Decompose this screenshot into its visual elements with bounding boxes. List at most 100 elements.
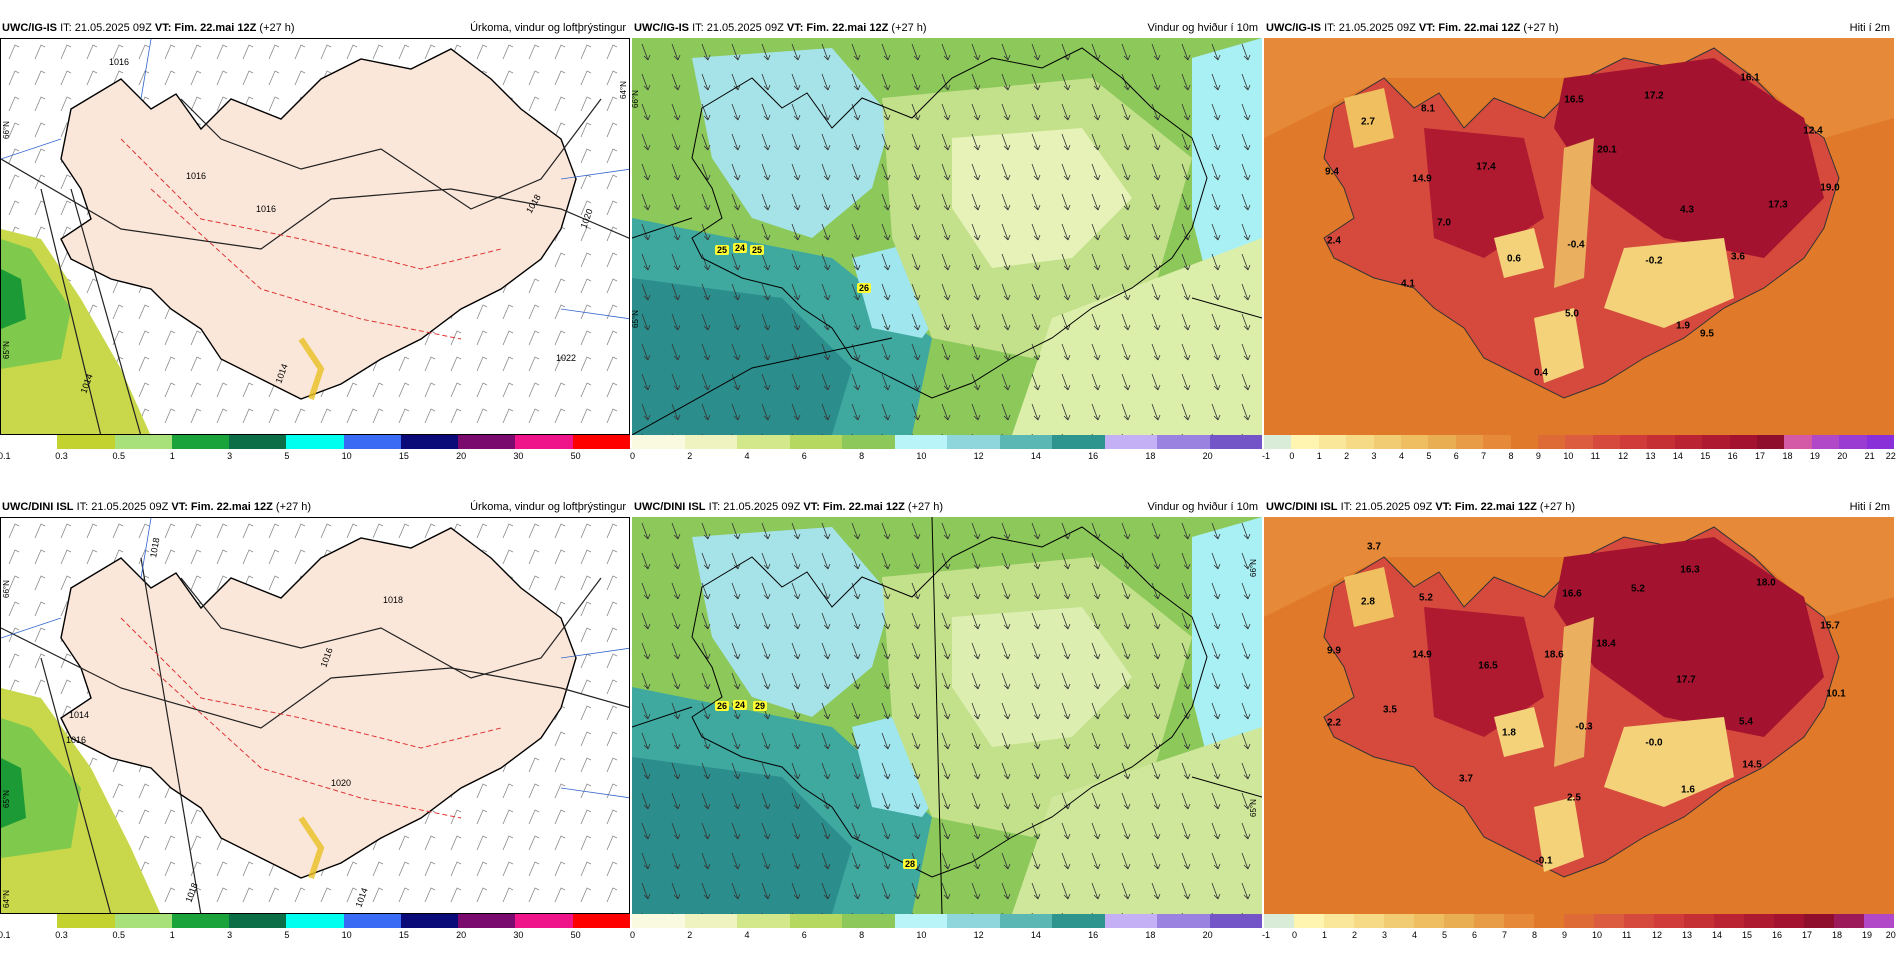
tick: 12 (973, 930, 984, 940)
temp-value: 14.9 (1412, 173, 1432, 185)
temp-value: 16.5 (1564, 94, 1584, 106)
tick: 6 (801, 451, 807, 461)
tick: 4 (744, 451, 750, 461)
precip-map-svg: 1016 1014 1016 1018 1020 1022 1016 1014 … (1, 39, 629, 434)
tick: 1 (169, 930, 175, 940)
tick: 3 (227, 930, 233, 940)
isobar-label: 1016 (186, 171, 206, 181)
lat-label: 64°N (619, 81, 628, 99)
tick: 0.3 (55, 930, 68, 940)
tick: 8 (1532, 930, 1538, 940)
tick: -1 (1262, 930, 1271, 940)
temp-value: 17.3 (1768, 199, 1788, 211)
tick: 15 (398, 930, 409, 940)
model-name: UWC/DINI ISL (634, 501, 706, 513)
tick: 1 (169, 451, 175, 461)
lat-label: 65°N (2, 790, 11, 808)
tick: 16 (1088, 930, 1099, 940)
panel-title: Vindur og hviður í 10m (1147, 501, 1258, 513)
tick: 19 (1862, 930, 1873, 940)
tick: 10 (341, 930, 352, 940)
init-time: IT: 21.05.2025 09Z (1324, 22, 1416, 34)
tick: 4 (1398, 451, 1404, 461)
isobar-label: 1018 (383, 595, 403, 605)
temp-value: -0.3 (1575, 721, 1593, 733)
temp-value: 20.1 (1597, 144, 1617, 156)
lead-time: (+27 h) (891, 22, 927, 34)
tick: 10 (916, 451, 927, 461)
temp-colorbar (1264, 914, 1894, 928)
gust-label: 24 (732, 700, 748, 710)
temp-value: 16.5 (1478, 660, 1498, 672)
lead-time: (+27 h) (1523, 22, 1559, 34)
temp-value: 18.4 (1596, 638, 1616, 650)
lat-label: 66°N (1249, 559, 1258, 577)
tick: 0.1 (0, 451, 11, 461)
lat-label: 66°N (2, 121, 11, 139)
tick: 30 (513, 930, 524, 940)
precip-map: 1018 1014 1016 1018 1020 1018 1016 1014 … (0, 517, 630, 914)
tick: 2 (687, 930, 693, 940)
tick: 0 (630, 930, 636, 940)
panel-header: UWC/IG-IS IT: 21.05.2025 09Z VT: Fim. 22… (1264, 18, 1894, 38)
tick: 18 (1832, 930, 1843, 940)
tick: 8 (1508, 451, 1514, 461)
precip-colorbar-ticks: 0.1 0.3 0.5 1 3 5 10 15 20 30 50 (0, 930, 630, 942)
tick: 17 (1801, 930, 1812, 940)
precip-map: 1016 1014 1016 1018 1020 1022 1016 1014 … (0, 38, 630, 435)
tick: 0.1 (0, 930, 11, 940)
temp-value: 9.9 (1327, 645, 1341, 657)
iceland-coastline (691, 526, 1208, 878)
temp-value: 2.8 (1361, 596, 1375, 608)
tick: 18 (1145, 451, 1156, 461)
iceland-land (60, 527, 577, 879)
tick: 0.3 (55, 451, 68, 461)
isobar-label: 1022 (556, 353, 576, 363)
temp-value: 5.2 (1631, 583, 1645, 595)
tick: 17 (1755, 451, 1766, 461)
temp-value: 2.4 (1327, 235, 1341, 247)
tick: 5 (284, 451, 290, 461)
temp-value: 14.9 (1412, 649, 1432, 661)
wind-colorbar (632, 914, 1262, 928)
temp-value: 1.8 (1502, 727, 1516, 739)
temp-value: 9.5 (1700, 328, 1714, 340)
temp-map: 3.7 2.8 5.2 16.6 5.2 16.3 18.0 15.7 9.9 … (1264, 517, 1894, 914)
precip-panel-igis: UWC/IG-IS IT: 21.05.2025 09Z VT: Fim. 22… (0, 18, 630, 483)
init-time: IT: 21.05.2025 09Z (60, 22, 152, 34)
panel-title: Hiti í 2m (1849, 501, 1890, 513)
tick: 12 (1651, 930, 1662, 940)
gust-label: 26 (856, 283, 872, 293)
panel-header: UWC/IG-IS IT: 21.05.2025 09Z VT: Fim. 22… (632, 18, 1262, 38)
tick: 16 (1771, 930, 1782, 940)
tick: 20 (456, 930, 467, 940)
precip-map-svg: 1018 1014 1016 1018 1020 1018 1016 1014 … (1, 518, 629, 913)
tick: 0 (1289, 451, 1295, 461)
panel-header: UWC/DINI ISL IT: 21.05.2025 09Z VT: Fim.… (632, 497, 1262, 517)
temp-value: -0.1 (1535, 855, 1553, 867)
temp-colorbar-ticks: -1 0 1 2 3 4 5 6 7 8 9 10 11 12 13 14 15… (1262, 451, 1896, 463)
wind-map-svg: 66°N 65°N (632, 517, 1262, 914)
isobar-label: 1016 (66, 735, 86, 745)
tick: 20 (1885, 930, 1896, 940)
tick: 1 (1316, 451, 1322, 461)
tick: 12 (973, 451, 984, 461)
lat-label: 66°N (632, 90, 640, 108)
tick: 5 (1426, 451, 1432, 461)
model-name: UWC/IG-IS (1266, 22, 1321, 34)
temp-value: 8.1 (1421, 103, 1435, 115)
iceland-land (60, 48, 577, 400)
precip-colorbar (0, 914, 630, 928)
isobar-label: 1018 (148, 537, 161, 558)
tick: 14 (1672, 451, 1683, 461)
tick: 6 (801, 930, 807, 940)
isobar-label: 1014 (69, 710, 89, 720)
temp-value: 3.5 (1383, 704, 1397, 716)
tick: 6 (1453, 451, 1459, 461)
temp-value: 3.7 (1459, 773, 1473, 785)
temp-value: 9.4 (1325, 166, 1339, 178)
tick: 4 (1412, 930, 1418, 940)
wind-colorbar (632, 435, 1262, 449)
tick: 12 (1618, 451, 1629, 461)
tick: 30 (513, 451, 524, 461)
